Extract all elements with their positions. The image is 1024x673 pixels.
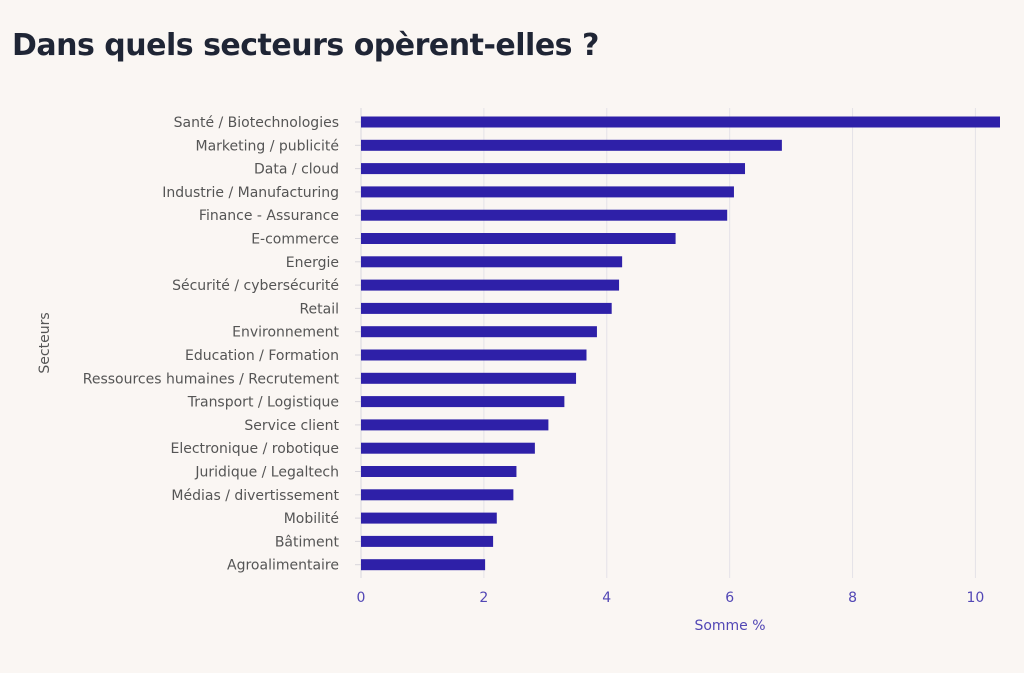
bar — [361, 139, 782, 151]
bar — [361, 419, 549, 431]
category-label: Agroalimentaire — [227, 558, 339, 574]
x-tick-label: 10 — [967, 590, 985, 606]
bar — [361, 256, 623, 268]
category-label: Electronique / robotique — [170, 441, 339, 457]
category-label: Service client — [244, 418, 339, 434]
category-label: Industrie / Manufacturing — [162, 185, 339, 201]
x-axis-title: Somme % — [694, 618, 765, 634]
bar — [361, 116, 1000, 128]
bar — [361, 233, 676, 244]
x-tick-label: 0 — [357, 590, 366, 606]
bar — [361, 209, 728, 221]
bar — [361, 186, 734, 198]
y-axis-title: Secteurs — [37, 312, 53, 373]
category-label: Education / Formation — [185, 348, 339, 364]
x-tick-label: 2 — [479, 590, 488, 606]
x-tick-label: 8 — [848, 590, 857, 606]
category-label: Mobilité — [284, 511, 339, 527]
bar — [361, 512, 497, 524]
category-label: Data / cloud — [254, 162, 339, 178]
bar — [361, 442, 535, 454]
category-label: E-commerce — [251, 232, 339, 248]
category-label: Sécurité / cybersécurité — [172, 278, 339, 294]
category-label: Santé / Biotechnologies — [174, 115, 339, 131]
grid-lines — [355, 108, 976, 578]
bar — [361, 535, 494, 547]
x-tick-label: 6 — [725, 590, 734, 606]
category-label: Transport / Logistique — [187, 395, 339, 411]
category-label: Environnement — [232, 325, 339, 341]
bar — [361, 279, 620, 291]
bar — [361, 559, 486, 571]
x-tick-labels: 0 2 4 6 8 10 — [357, 590, 985, 606]
bar — [361, 163, 746, 175]
bar — [361, 466, 517, 477]
bar — [361, 349, 587, 361]
category-label: Bâtiment — [275, 534, 340, 550]
bar — [361, 396, 565, 408]
bar — [361, 489, 514, 501]
category-label: Retail — [299, 301, 339, 317]
category-label: Ressources humaines / Recrutement — [83, 371, 340, 387]
bars — [361, 116, 1000, 571]
category-label: Finance - Assurance — [199, 208, 339, 224]
x-tick-label: 4 — [602, 590, 611, 606]
bar — [361, 326, 597, 338]
bar — [361, 302, 612, 314]
category-labels: Santé / Biotechnologies Marketing / publi… — [83, 115, 340, 574]
category-label: Marketing / publicité — [195, 138, 339, 154]
page-title: Dans quels secteurs opèrent-elles ? — [12, 28, 599, 63]
category-label: Energie — [286, 255, 339, 271]
bar — [361, 372, 577, 384]
category-label: Juridique / Legaltech — [194, 465, 339, 481]
category-label: Médias / divertissement — [171, 488, 339, 504]
